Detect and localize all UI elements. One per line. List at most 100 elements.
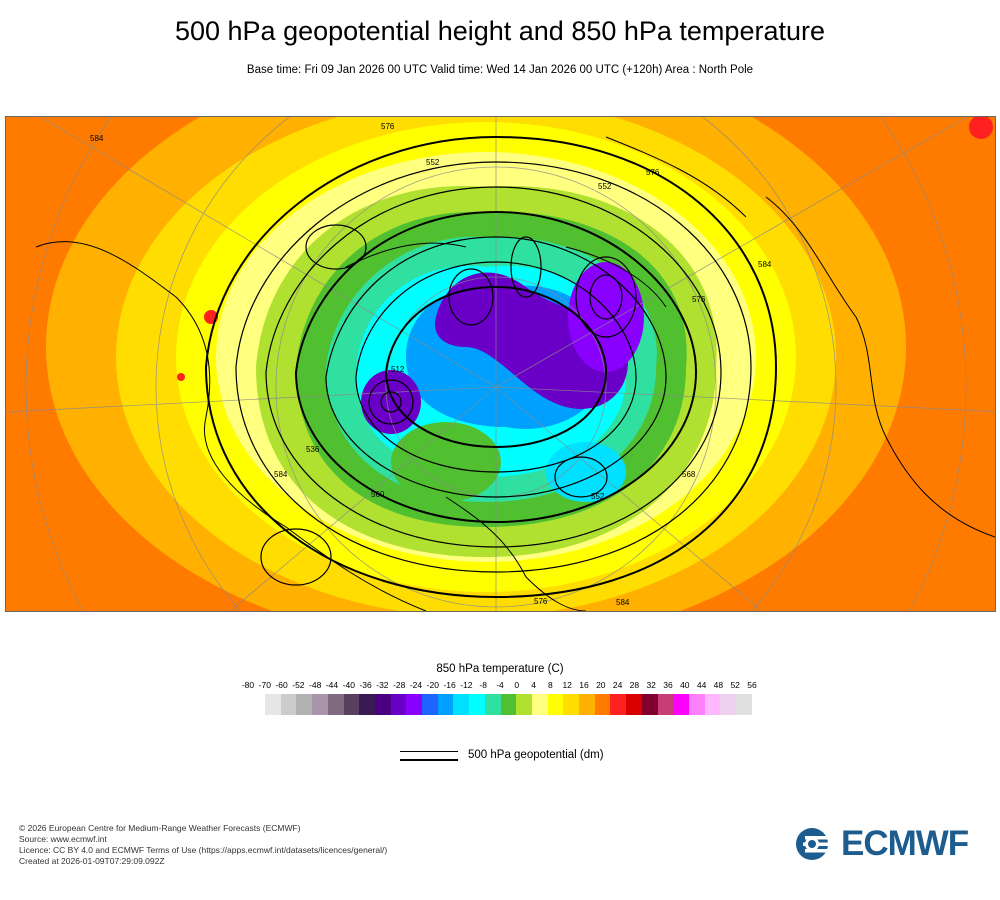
contour-label: 576 (381, 122, 395, 131)
legend-swatch (704, 694, 721, 715)
legend-swatch (343, 694, 360, 715)
legend-tick-label: 4 (531, 680, 536, 690)
legend-tick-label: 44 (696, 680, 707, 690)
page-title: 500 hPa geopotential height and 850 hPa … (174, 16, 825, 46)
contour-label: 576 (692, 295, 706, 304)
warm-spot (969, 117, 993, 139)
contour-label: 552 (598, 182, 612, 191)
legend-tick-label: -4 (496, 680, 504, 690)
legend-swatch (437, 694, 454, 715)
legend-tick-label: 48 (713, 680, 724, 690)
contour-key-line-thick (400, 759, 458, 761)
contour-label: 576 (646, 168, 660, 177)
legend-title: 850 hPa temperature (C) (436, 663, 564, 675)
legend-tick-row: -80 -70 -60 -52 -48 -44 -40 -36 -32 -28 -24 -20 -16-… (0, 680, 1000, 694)
legend-tick-label: 0 (514, 680, 520, 690)
legend-swatch (374, 694, 391, 715)
legend-swatch (359, 694, 375, 715)
contour-label: 576 (534, 597, 548, 606)
credit-line: © 2026 European Centre for Medium-Range … (19, 823, 301, 833)
cold-pool-east (568, 262, 644, 372)
credit-line: Licence: CC BY 4.0 and ECMWF Terms of Us… (19, 845, 388, 855)
map-panel[interactable]: 584 576 552 552 576 512 536 560 584 552 … (5, 116, 996, 612)
ecmwf-emblem-icon (796, 828, 839, 860)
contour-label: 552 (591, 492, 605, 501)
legend-swatch (406, 694, 423, 715)
legend-swatch (516, 694, 532, 715)
contour-label: 584 (758, 260, 772, 269)
ecmwf-logo-text: ECMWF (841, 824, 969, 863)
cold-pool-central (435, 272, 628, 409)
page-subtitle: Base time: Fri 09 Jan 2026 00 UTC Valid … (246, 64, 754, 76)
contour-label: 560 (371, 490, 385, 499)
legend-tick-label: -48 (309, 680, 322, 690)
legend-colorbar (265, 694, 752, 715)
legend-swatch (312, 694, 328, 715)
legend-swatch (422, 694, 438, 715)
legend-swatch (484, 694, 501, 715)
legend-swatch (500, 694, 517, 715)
legend-swatch (563, 694, 580, 715)
legend-swatch (469, 694, 485, 715)
legend-swatch (390, 694, 407, 715)
legend-swatch (453, 694, 470, 715)
credits: © 2026 European Centre for Medium-Range … (19, 823, 387, 867)
legend-swatch (641, 694, 658, 715)
legend-tick-label: -36 (359, 680, 372, 690)
legend-tick-label: 36 (663, 680, 673, 690)
contour-label: 568 (682, 470, 696, 479)
credit-line: Source: www.ecmwf.int (19, 834, 107, 844)
legend-swatch (594, 694, 611, 715)
legend-tick-label: -32 (376, 680, 389, 690)
geopotential-contours (204, 135, 778, 599)
north-pole-map: 584 576 552 552 576 512 536 560 584 552 … (6, 117, 995, 611)
legend-tick-label: -80 (241, 680, 255, 690)
credit-line: Created at 2026-01-09T07:29:09.092Z (19, 856, 165, 866)
legend-swatch (296, 694, 313, 715)
contour-key-symbol (400, 749, 458, 763)
legend-tick-label: -40 (342, 680, 355, 690)
legend-tick-label: -52 (292, 680, 305, 690)
legend-swatch (610, 694, 627, 715)
contour-label: 584 (274, 470, 288, 479)
legend-tick-label: -60 (275, 680, 288, 690)
legend-tick-label: 24 (612, 680, 623, 690)
legend-tick-label: 52 (730, 680, 740, 690)
legend-tick-label: 16 (579, 680, 589, 690)
legend-swatch (657, 694, 674, 715)
contour-key-line-thin (400, 751, 458, 752)
legend-swatch (626, 694, 642, 715)
cold-pool-southwest (391, 422, 501, 502)
warm-spot (177, 373, 185, 381)
contour-key-label: 500 hPa geopotential (dm) (468, 749, 604, 761)
legend-tick-label: 32 (646, 680, 656, 690)
contour-labels: 584 576 552 552 576 512 536 560 584 552 … (90, 122, 772, 607)
legend-swatch (265, 694, 281, 715)
legend-tick-label: -28 (393, 680, 406, 690)
ecmwf-logo: ECMWF (795, 824, 985, 863)
legend-tick-label: 20 (596, 680, 606, 690)
legend-swatch (736, 694, 752, 715)
contour-label: 536 (306, 445, 320, 454)
legend-tick-label: 40 (680, 680, 690, 690)
legend-swatch (579, 694, 595, 715)
cold-pool-south (546, 442, 626, 502)
legend-tick-label: -12 (460, 680, 473, 690)
contour-label: 552 (426, 158, 440, 167)
legend-tick-label: -8 (479, 680, 487, 690)
legend-tick-label: -20 (426, 680, 439, 690)
legend-tick-label: -70 (258, 680, 271, 690)
legend-swatch (547, 694, 564, 715)
legend-swatch (673, 694, 689, 715)
legend-tick-label: -44 (325, 680, 339, 690)
legend-tick-label: -24 (409, 680, 423, 690)
legend-tick-label: -16 (443, 680, 456, 690)
legend-tick-label: 28 (629, 680, 640, 690)
contour-label: 512 (391, 365, 405, 374)
legend-swatch (688, 694, 705, 715)
legend-tick-label: 12 (562, 680, 572, 690)
contour-label: 584 (90, 134, 104, 143)
contour-label: 584 (616, 598, 630, 607)
legend-swatch (531, 694, 548, 715)
legend-swatch (280, 694, 297, 715)
